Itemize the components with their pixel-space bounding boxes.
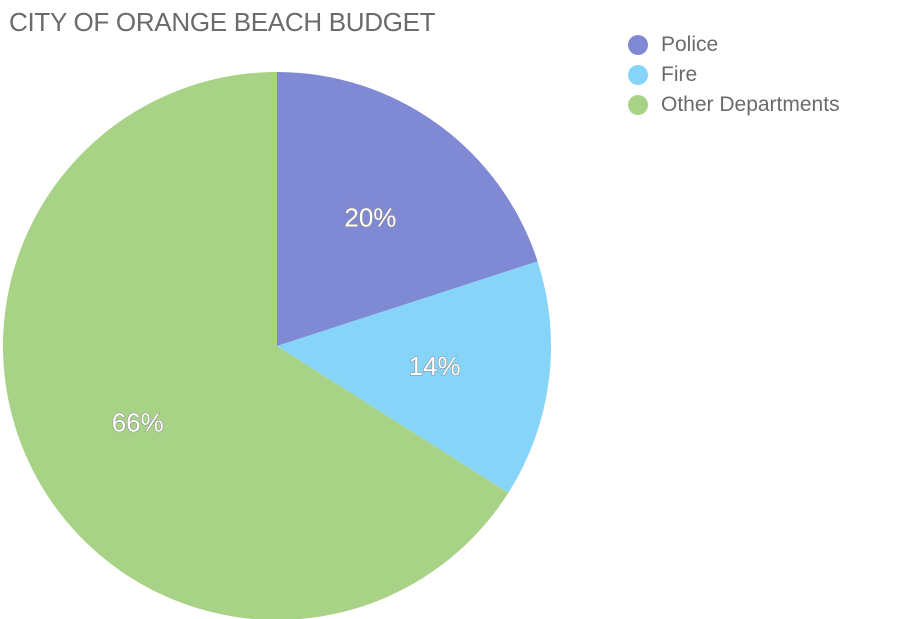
legend-swatch-other-departments [628, 95, 648, 115]
slice-label-fire: 14% [409, 351, 461, 381]
slice-label-police: 20% [344, 202, 396, 232]
pie-slice-police [277, 72, 538, 346]
legend-swatch-police [628, 35, 648, 55]
slice-label-other-departments: 66% [112, 408, 164, 438]
chart-title: CITY OF ORANGE BEACH BUDGET [9, 7, 436, 37]
legend: Police Fire Other Departments [628, 30, 840, 120]
pie-slices [3, 72, 551, 619]
legend-swatch-fire [628, 65, 648, 85]
pie-slice-other-departments [3, 72, 509, 619]
legend-label-other-departments: Other Departments [661, 93, 840, 116]
pie-slice-labels: 20% 14% 66% [111, 202, 461, 438]
legend-label-police: Police [661, 33, 719, 56]
legend-item-fire: Fire [628, 60, 840, 90]
pie-slice-fire [277, 261, 551, 493]
legend-item-other-departments: Other Departments [628, 90, 840, 120]
legend-item-police: Police [628, 30, 840, 60]
legend-label-fire: Fire [661, 63, 698, 86]
